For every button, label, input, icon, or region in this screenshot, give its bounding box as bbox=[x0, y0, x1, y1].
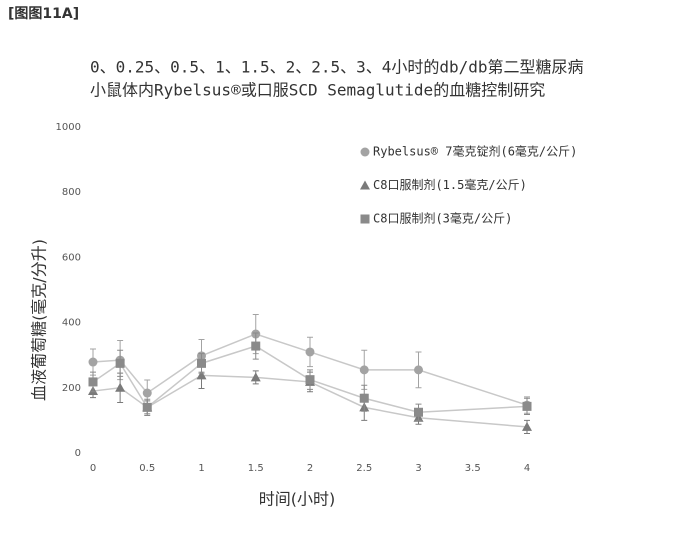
chart-title: 小鼠体内Rybelsus®或口服SCD Semaglutide的血糖控制研究 bbox=[90, 81, 545, 100]
legend-marker bbox=[360, 180, 370, 190]
legend-label: Rybelsus® 7毫克锭剂(6毫克/公斤) bbox=[373, 144, 577, 159]
x-axis-label: 时间(小时) bbox=[259, 490, 336, 509]
x-tick-label: 2 bbox=[307, 463, 313, 474]
legend-label: C8口服制剂(1.5毫克/公斤) bbox=[373, 177, 527, 192]
y-tick-label: 200 bbox=[62, 383, 81, 394]
marker bbox=[250, 372, 261, 382]
y-tick-label: 600 bbox=[62, 252, 81, 263]
x-tick-label: 2.5 bbox=[356, 463, 372, 474]
chart-title: 0、0.25、0.5、1、1.5、2、2.5、3、4小时的db/db第二型糖尿病 bbox=[90, 58, 584, 77]
y-tick-label: 0 bbox=[75, 448, 81, 459]
y-tick-label: 800 bbox=[62, 187, 81, 198]
marker bbox=[251, 341, 261, 351]
y-axis-label: 血液葡萄糖(毫克/分升) bbox=[30, 239, 49, 401]
x-tick-label: 1.5 bbox=[248, 463, 264, 474]
marker bbox=[196, 370, 207, 380]
legend-marker bbox=[360, 214, 370, 224]
marker bbox=[414, 365, 423, 375]
x-tick-label: 0 bbox=[90, 463, 96, 474]
marker bbox=[522, 421, 532, 431]
x-tick-label: 3 bbox=[415, 463, 421, 474]
marker bbox=[88, 357, 98, 367]
x-tick-label: 0.5 bbox=[139, 463, 155, 474]
y-tick-label: 1000 bbox=[56, 122, 81, 133]
y-tick-label: 400 bbox=[62, 318, 81, 329]
x-tick-label: 4 bbox=[524, 463, 530, 474]
marker bbox=[359, 393, 369, 403]
x-tick-label: 3.5 bbox=[465, 463, 481, 474]
marker bbox=[305, 375, 315, 385]
marker bbox=[142, 402, 152, 412]
marker bbox=[522, 401, 532, 411]
marker bbox=[142, 388, 152, 398]
marker bbox=[115, 382, 126, 392]
marker bbox=[88, 377, 98, 387]
x-tick-label: 1 bbox=[198, 463, 204, 474]
legend-label: C8口服制剂(3毫克/公斤) bbox=[373, 211, 512, 226]
figure-label: [图图11A] bbox=[8, 6, 79, 22]
marker bbox=[414, 407, 423, 417]
marker bbox=[197, 358, 206, 368]
marker bbox=[305, 347, 315, 357]
legend-marker bbox=[360, 147, 370, 157]
marker bbox=[115, 358, 125, 368]
marker bbox=[359, 365, 369, 375]
